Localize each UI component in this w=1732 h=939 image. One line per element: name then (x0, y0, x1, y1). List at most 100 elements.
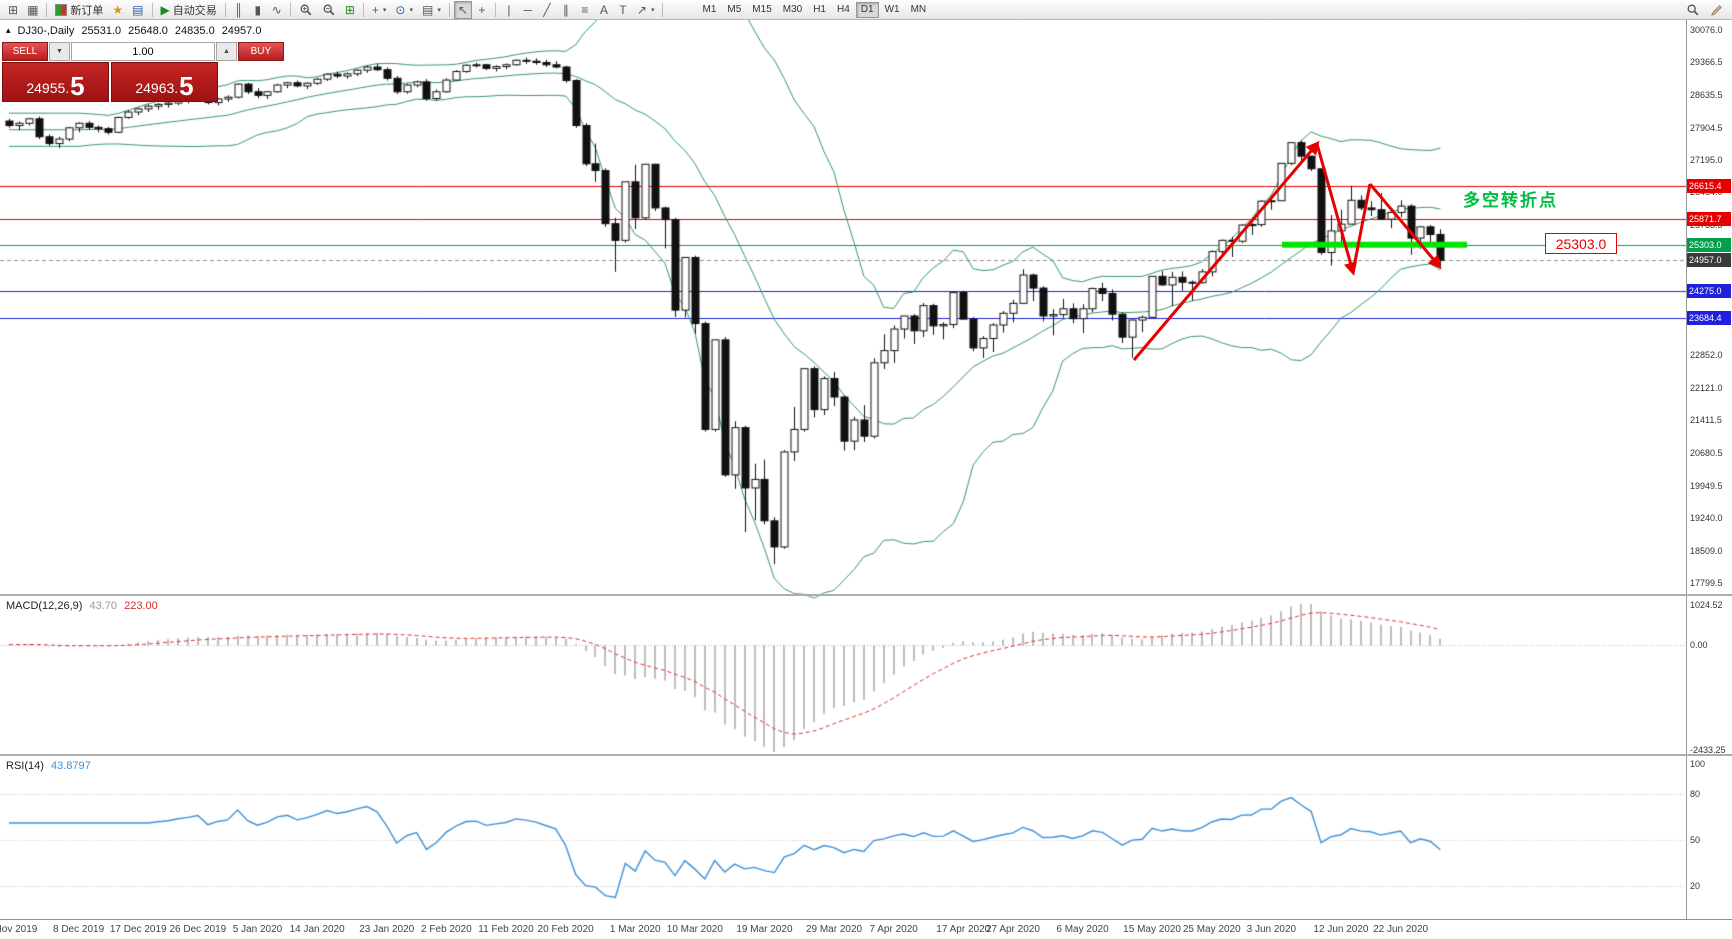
ohlc-open: 25531.0 (81, 25, 122, 37)
trade-widget-prices: 24955. 5 24963. 5 (2, 62, 218, 102)
market-watch-icon: ▤ (132, 2, 144, 17)
search-icon (1687, 4, 1699, 15)
panel-divider-rsi[interactable] (0, 754, 1732, 756)
timeframe-M5[interactable]: M5 (722, 2, 746, 18)
buy-price-panel[interactable]: 24963. 5 (111, 62, 218, 102)
new-chart-button[interactable]: ⊞ (4, 1, 22, 19)
one-click-trading-widget: SELL ▼ ▲ BUY 24955. 5 24963. 5 (2, 42, 284, 102)
toolbar-separator (362, 2, 364, 17)
panel-divider-macd[interactable] (0, 594, 1732, 596)
channel-button[interactable]: ∥ (557, 1, 575, 19)
ohlc-low: 24835.0 (174, 25, 215, 37)
rsi-value: 43.8797 (50, 760, 91, 772)
tile-windows-button[interactable]: ⊞ (341, 1, 359, 19)
sell-price-big-digit: 5 (70, 70, 85, 101)
cursor-button[interactable]: ↖ (453, 0, 472, 19)
edit-button[interactable] (1706, 1, 1728, 19)
pencil-icon (1711, 4, 1722, 16)
volume-input[interactable] (70, 42, 215, 61)
line-chart-icon: ∿ (271, 2, 282, 17)
timeframe-W1[interactable]: W1 (880, 2, 905, 18)
chevron-down-icon: ▾ (437, 6, 441, 14)
toolbar-right-group (1682, 1, 1728, 19)
macd-label: MACD(12,26,9) 43.70 223.00 (6, 600, 158, 612)
new-order-label: 新订单 (70, 4, 104, 17)
favorites-button[interactable]: ★ (108, 1, 127, 19)
toolbar-separator (224, 2, 226, 17)
timeframe-D1[interactable]: D1 (855, 1, 879, 18)
timeframe-H4[interactable]: H4 (832, 2, 855, 18)
line-chart-button[interactable]: ∿ (268, 1, 286, 19)
candlestick-chart-button[interactable]: ▮ (249, 1, 267, 19)
chart-annotation-text[interactable]: 多空转折点 (1463, 191, 1558, 210)
trendline-button[interactable]: ╱ (538, 1, 556, 19)
vertical-line-button[interactable]: | (500, 1, 518, 19)
trade-widget-top-row: SELL ▼ ▲ BUY (2, 42, 284, 61)
arrow-tool-icon: ↗ (636, 2, 647, 17)
rsi-name: RSI(14) (6, 760, 44, 772)
price-axis-line (1686, 20, 1687, 919)
bar-chart-button[interactable]: ║ (230, 1, 248, 19)
star-icon: ★ (112, 2, 124, 17)
candlestick-icon: ▮ (254, 2, 262, 17)
crosshair-button[interactable]: + (473, 1, 491, 19)
bar-chart-icon: ║ (234, 2, 243, 17)
autotrade-button[interactable]: ▶ 自动交易 (157, 1, 221, 19)
symbol-info-bar: ▴ DJ30-,Daily 25531.0 25648.0 24835.0 24… (6, 25, 261, 37)
zoom-in-icon (300, 4, 312, 15)
timeframe-MN[interactable]: MN (906, 2, 932, 18)
macd-name: MACD(12,26,9) (6, 600, 83, 612)
buy-price-big-digit: 5 (179, 70, 194, 101)
price-level-flag[interactable]: 25303.0 (1545, 233, 1617, 254)
templates-button[interactable]: ▤ ▾ (418, 1, 445, 19)
horizontal-line-button[interactable]: ─ (519, 1, 537, 19)
cursor-icon: ↖ (457, 2, 468, 17)
volume-increment-button[interactable]: ▲ (215, 42, 237, 61)
template-icon: ▤ (421, 2, 434, 17)
label-tool-button[interactable]: T (614, 1, 632, 19)
fibonacci-button[interactable]: ≡ (576, 1, 594, 19)
zoom-out-icon (323, 4, 335, 15)
text-tool-button[interactable]: A (595, 1, 613, 19)
tile-windows-icon: ⊞ (344, 2, 355, 17)
clock-icon: ⊙ (395, 2, 406, 17)
ohlc-close: 24957.0 (221, 25, 262, 37)
macd-signal-value: 223.00 (124, 600, 158, 612)
sell-button[interactable]: SELL (2, 42, 48, 61)
chevron-down-icon: ▾ (650, 6, 655, 14)
symbol-icon: ▴ (6, 25, 11, 35)
horizontal-line-icon: ─ (523, 2, 533, 17)
market-watch-button[interactable]: ▤ (128, 1, 147, 19)
buy-button[interactable]: BUY (237, 42, 284, 61)
symbol-title: DJ30-,Daily (17, 25, 75, 37)
timeframe-M15[interactable]: M15 (747, 2, 776, 18)
toolbar-separator (494, 2, 496, 17)
new-chart-icon: ⊞ (8, 2, 19, 17)
new-order-button[interactable]: 新订单 (51, 1, 107, 19)
new-order-icon (55, 3, 68, 16)
indicators-button[interactable]: + ▾ (368, 1, 391, 19)
toolbar-separator (289, 2, 291, 17)
chevron-down-icon: ▾ (382, 6, 387, 14)
periods-button[interactable]: ⊙ ▾ (391, 1, 417, 19)
text-icon: A (599, 2, 608, 17)
zoom-in-button[interactable] (295, 1, 317, 19)
volume-decrement-button[interactable]: ▼ (49, 42, 70, 61)
arrows-tool-button[interactable]: ↗ ▾ (633, 1, 659, 19)
ohlc-high: 25648.0 (128, 25, 168, 37)
date-axis-divider (0, 919, 1732, 920)
play-icon: ▶ (160, 2, 170, 17)
buy-price-main: 24963. (135, 80, 179, 97)
timeframe-H1[interactable]: H1 (808, 2, 831, 18)
chevron-down-icon: ▾ (409, 6, 413, 14)
zoom-out-button[interactable] (318, 1, 340, 19)
toolbar-separator (448, 2, 450, 17)
search-button[interactable] (1682, 1, 1704, 19)
sell-price-panel[interactable]: 24955. 5 (2, 62, 109, 102)
profiles-button[interactable]: ▦ (23, 1, 42, 19)
timeframe-M30[interactable]: M30 (778, 2, 807, 18)
timeframe-M1[interactable]: M1 (697, 2, 721, 18)
profiles-icon: ▦ (27, 2, 39, 17)
autotrade-label: 自动交易 (172, 4, 217, 17)
